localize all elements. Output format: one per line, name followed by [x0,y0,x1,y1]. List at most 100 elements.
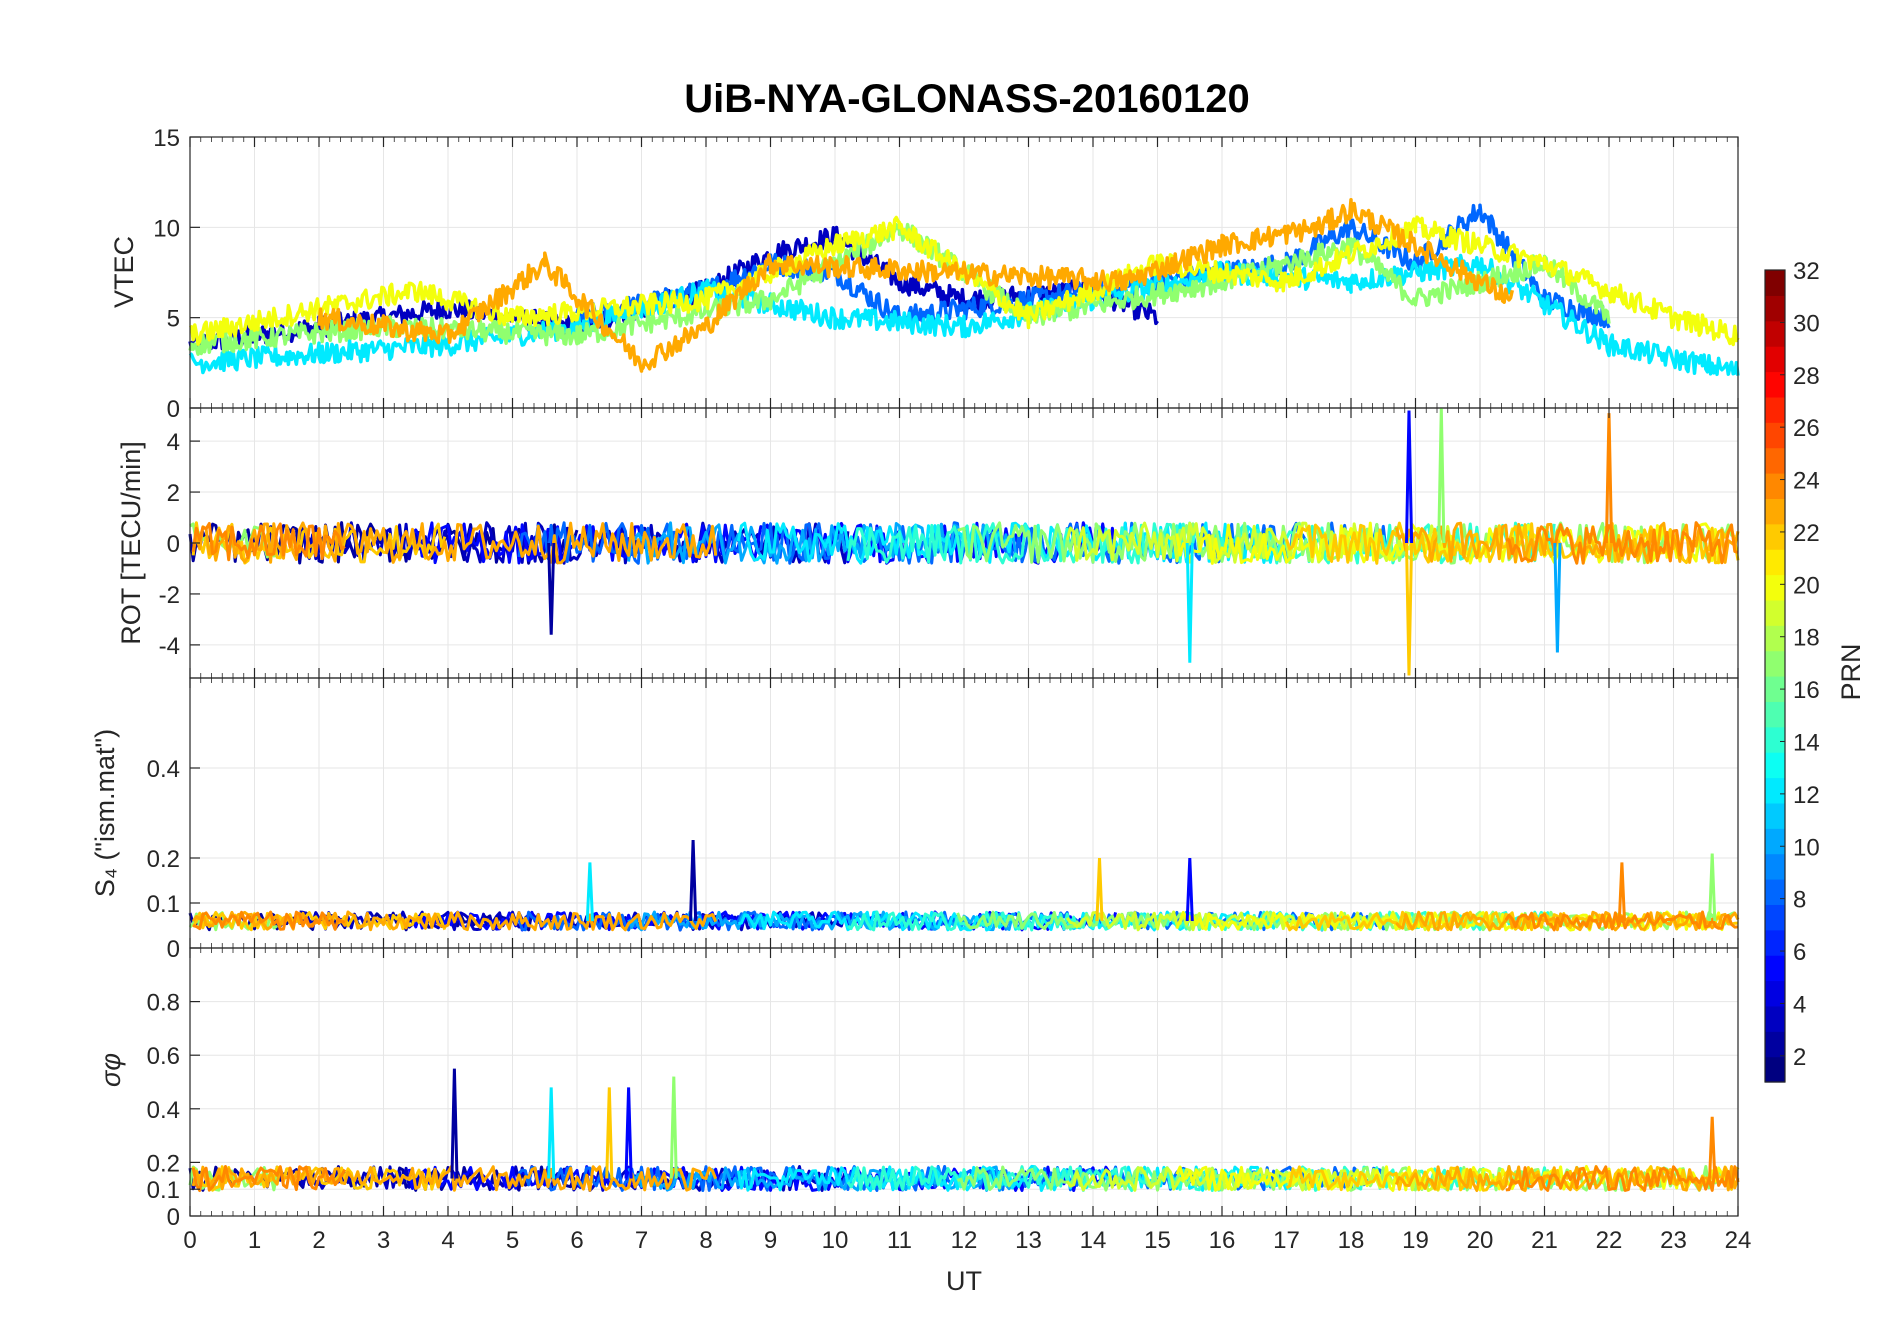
vtec-series-line [188,253,1740,377]
colorbar-segment [1765,650,1785,677]
x-tick-label: 21 [1531,1227,1558,1254]
series-line [1175,1165,1727,1192]
y-tick-label: 0 [167,936,180,963]
colorbar-segment [1765,549,1785,576]
colorbar-tick-label: 28 [1793,363,1820,390]
colorbar-segment [1765,320,1785,347]
x-tick-label: 6 [570,1227,583,1254]
colorbar-segment [1765,1056,1785,1083]
x-tick-label: 23 [1660,1227,1687,1254]
colorbar-segment [1765,828,1785,855]
y-tick-label: 0.4 [147,1097,180,1124]
x-tick-label: 3 [377,1227,390,1254]
colorbar-segment [1765,270,1785,296]
colorbar-label: PRN [1836,643,1866,700]
colorbar-tick-label: 14 [1793,729,1820,756]
colorbar-segment [1765,371,1785,398]
rot-ylabel: ROT [TECU/min] [116,441,146,645]
x-tick-label: 2 [312,1227,325,1254]
colorbar-segment [1765,396,1785,423]
y-tick-label: -4 [159,633,180,660]
colorbar-tick-label: 20 [1793,572,1820,599]
x-tick-label: 4 [441,1227,454,1254]
colorbar-segment [1765,473,1785,499]
colorbar-segment [1765,599,1785,626]
peak-mark [585,862,594,922]
y-tick-label: 0.2 [147,1150,180,1177]
rot-ticks: -4 -2 0 2 4 [159,408,1739,678]
x-tick-label: 13 [1015,1227,1042,1254]
x-tick-label: 0 [183,1227,196,1254]
colorbar-segment [1765,447,1785,474]
x-tick-label: 24 [1725,1227,1752,1254]
series-line [1065,521,1455,564]
s4-ylabel: S₄ ("ism.mat") [90,729,120,897]
colorbar-tick-label: 6 [1793,939,1806,966]
s4-ticks: 0 0.1 0.2 0.4 [147,678,1739,963]
colorbar-segment [1765,523,1785,550]
vtec-ylabel: VTEC [109,236,139,308]
y-tick-label: 15 [153,125,180,152]
colorbar-tick-label: 32 [1793,258,1820,285]
x-tick-label: 14 [1080,1227,1107,1254]
x-tick-label: 19 [1402,1227,1429,1254]
y-tick-label: 0 [167,396,180,423]
sigma-phi-series [188,1068,1740,1192]
colorbar-tick-label: 18 [1793,625,1820,652]
x-tick-label: 18 [1338,1227,1365,1254]
colorbar-tick-label: 22 [1793,520,1820,547]
series-line [192,910,1739,932]
peak-mark [1405,410,1414,544]
x-tick-label: 17 [1273,1227,1300,1254]
colorbar-segment [1765,295,1785,322]
x-tick-label: 5 [506,1227,519,1254]
peak-mark [689,839,698,922]
colorbar-segment [1765,346,1785,373]
x-tick-label: 16 [1209,1227,1236,1254]
s4-panel: 0 0.1 0.2 0.4 S₄ ("ism.mat") [90,677,1740,963]
peak-mark [1553,542,1562,653]
vtec-series [188,198,1740,377]
peak-mark [1185,857,1194,922]
colorbar-segment [1765,701,1785,728]
peak-mark [605,1087,614,1179]
colorbar-tick-label: 30 [1793,310,1820,337]
x-tick-label: 7 [635,1227,648,1254]
colorbar-segment [1765,752,1785,779]
colorbar-segment [1765,853,1785,880]
x-tick-label: 11 [887,1227,912,1254]
peak-mark [1185,542,1194,663]
sigma-phi-ylabel: σφ [96,1053,126,1087]
y-tick-label: 0.4 [147,756,180,783]
peak-mark [624,1087,633,1179]
peak-mark [1708,853,1717,922]
y-tick-label: 0.2 [147,846,180,873]
y-tick-label: 0 [167,531,180,558]
x-tick-label: 1 [248,1227,261,1254]
rot-series [188,407,1740,676]
colorbar-segment [1765,1005,1785,1032]
colorbar-segment [1765,726,1785,753]
peak-mark [547,1087,556,1179]
y-tick-label: 5 [167,306,180,333]
colorbar-tick-label: 26 [1793,415,1820,442]
y-tick-label: -2 [159,582,180,609]
colorbar-frame [1764,269,1786,1083]
colorbar-tick-label: 10 [1793,834,1820,861]
y-tick-label: 0.1 [147,1177,180,1204]
colorbar-segment [1765,879,1785,905]
colorbar-segment [1765,777,1785,804]
peak-mark [1405,542,1414,676]
y-tick-label: 4 [167,429,180,456]
y-tick-label: 10 [153,215,180,242]
colorbar-segment [1765,980,1785,1007]
peak-mark [547,542,556,635]
rot-panel: -4 -2 0 2 4 ROT [TECU/min] [116,407,1740,679]
colorbar-tick-label: 4 [1793,991,1806,1018]
colorbar-segment [1765,498,1785,525]
x-tick-label: 22 [1596,1227,1623,1254]
colorbar-tick-label: 2 [1793,1044,1806,1071]
colorbar-tick-label: 16 [1793,677,1820,704]
x-tick-label: 12 [951,1227,978,1254]
series-line [191,1165,1740,1192]
